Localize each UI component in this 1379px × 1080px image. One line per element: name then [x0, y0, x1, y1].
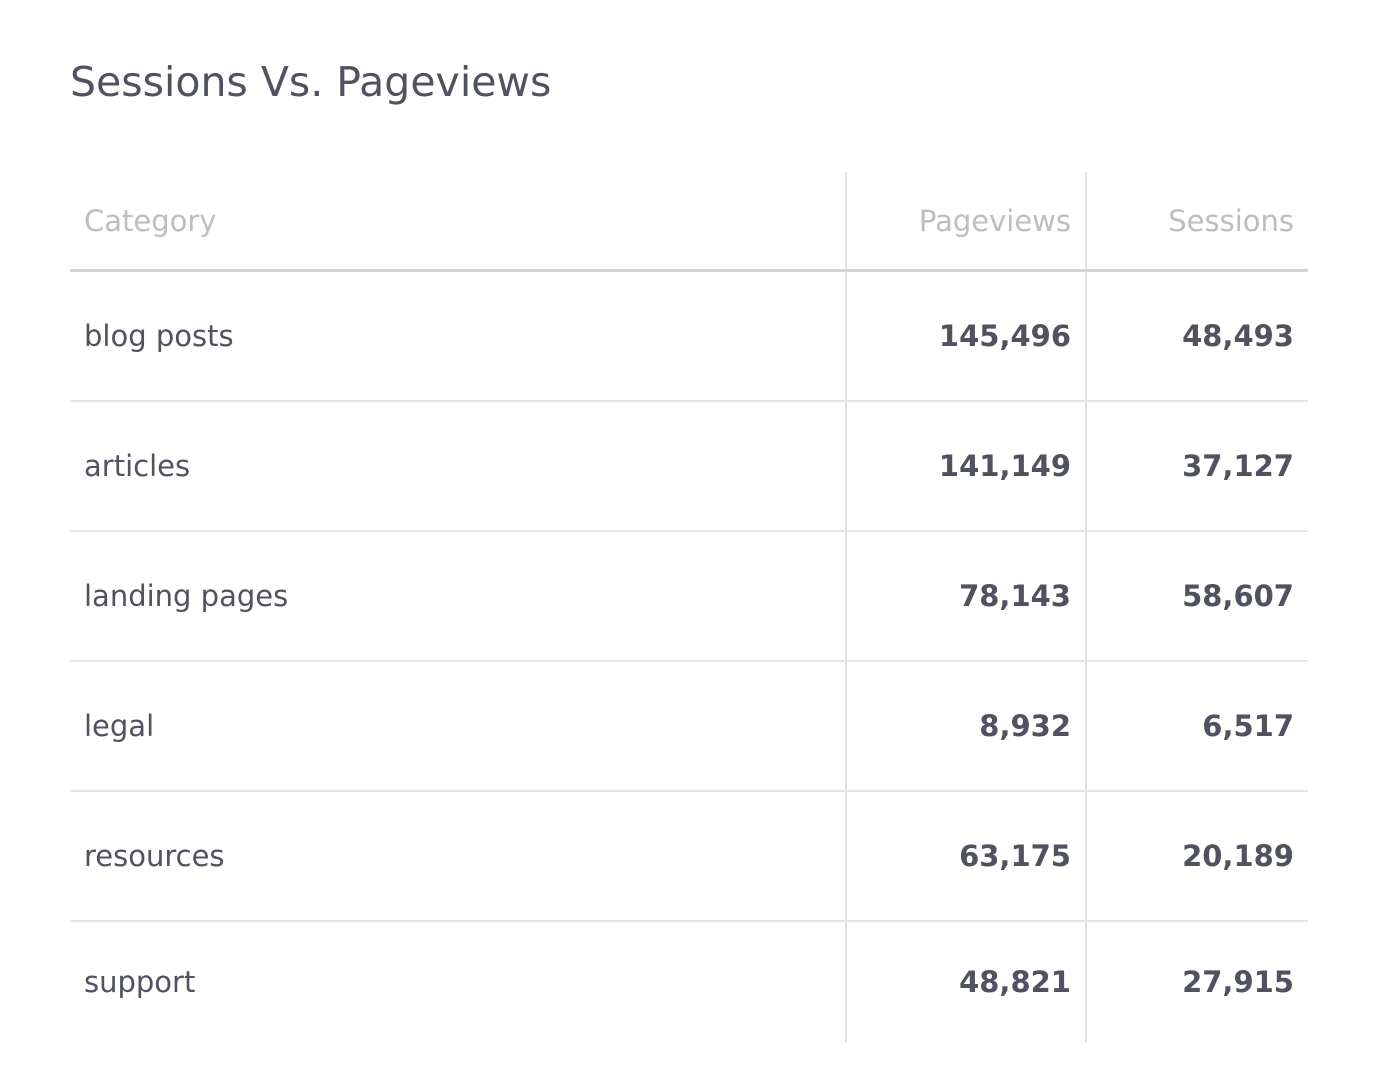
table-row: landing pages 78,143 58,607: [70, 532, 1308, 662]
table-row: blog posts 145,496 48,493: [70, 272, 1308, 402]
category-cell: articles: [84, 449, 191, 483]
column-header: Category: [84, 203, 217, 238]
category-cell: blog posts: [84, 319, 234, 353]
category-cell: legal: [84, 709, 155, 743]
number-cell: 63,175: [845, 792, 1085, 920]
number-cell: 78,143: [845, 532, 1085, 660]
table: Category Pageviews Sessions blog posts 145,4…: [70, 172, 1308, 1042]
widget-title: Sessions Vs. Pageviews: [70, 58, 552, 106]
number-cell: 27,915: [1085, 922, 1308, 1042]
number-cell: 8,932: [845, 662, 1085, 790]
column-header: Pageviews: [845, 172, 1085, 269]
number-cell: 48,493: [1085, 272, 1308, 400]
number-cell: 6,517: [1085, 662, 1308, 790]
table-row: support 48,821 27,915: [70, 922, 1308, 1042]
number-cell: 37,127: [1085, 402, 1308, 530]
number-cell: 48,821: [845, 922, 1085, 1042]
table-row: legal 8,932 6,517: [70, 662, 1308, 792]
column-header: Sessions: [1085, 172, 1308, 269]
table-row: resources 63,175 20,189: [70, 792, 1308, 922]
category-cell: landing pages: [84, 579, 289, 613]
category-cell: resources: [84, 839, 225, 873]
number-cell: 20,189: [1085, 792, 1308, 920]
number-cell: 141,149: [845, 402, 1085, 530]
category-cell: support: [84, 965, 196, 999]
header-row: Category Pageviews Sessions: [70, 172, 1308, 272]
table-row: articles 141,149 37,127: [70, 402, 1308, 532]
number-cell: 58,607: [1085, 532, 1308, 660]
number-cell: 145,496: [845, 272, 1085, 400]
